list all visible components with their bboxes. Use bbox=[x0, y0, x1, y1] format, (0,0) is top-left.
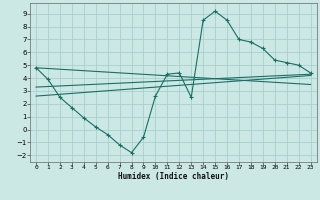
X-axis label: Humidex (Indice chaleur): Humidex (Indice chaleur) bbox=[118, 172, 229, 181]
